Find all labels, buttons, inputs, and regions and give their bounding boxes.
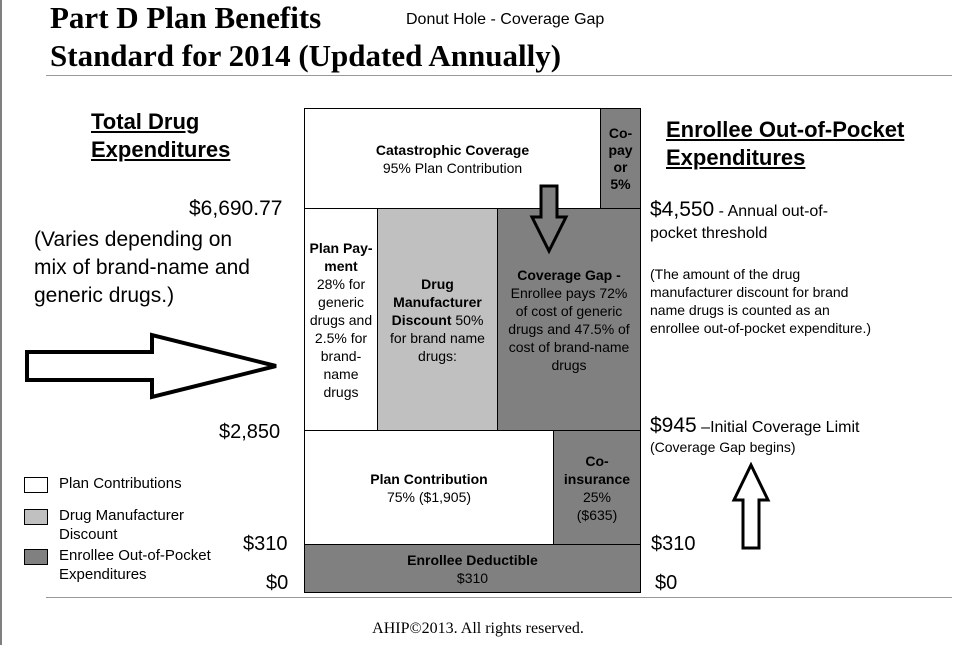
gap-line-4: drugs and 47.5% of (508, 320, 630, 337)
legend-item-oop: Enrollee Out-of-Pocket Expenditures (59, 546, 211, 584)
legend-item-discount: Drug Manufacturer Discount (59, 506, 184, 544)
planpay-line-6: 2.5% for (314, 329, 368, 346)
threshold-text-1: - Annual out-of- (714, 203, 829, 220)
plancontrib-title: Plan Contribution (370, 470, 488, 487)
deductible-sub: $310 (456, 569, 489, 586)
planpay-line-4: generic (318, 293, 364, 310)
left-amount-top: $6,690.77 (189, 197, 283, 220)
planpay-line-5: drugs and (309, 311, 373, 328)
catastrophic-sub: 95% Plan Contribution (382, 159, 523, 176)
copay-line-4: 5% (610, 175, 631, 192)
plancontrib-sub: 75% ($1,905) (386, 488, 472, 505)
top-divider (46, 75, 952, 76)
manufacturer-discount-block: Drug Manufacturer Discount 50% for brand… (377, 208, 498, 431)
title-line-1: Part D Plan Benefits (50, 0, 322, 35)
gap-line-1: Coverage Gap - (517, 266, 621, 283)
legend-item-oop-2: Expenditures (59, 566, 147, 583)
legend-item-plan: Plan Contributions (59, 475, 182, 492)
right-arrow-icon (25, 332, 277, 400)
left-amount-0: $0 (266, 572, 289, 594)
gap-line-6: drugs (551, 356, 587, 373)
planpay-line-7: brand- (320, 347, 362, 364)
right-amount-310: $310 (651, 533, 696, 555)
down-arrow-icon (529, 184, 569, 255)
mfr-line-2: Manufacturer (393, 293, 482, 310)
legend-item-oop-1: Enrollee Out-of-Pocket (59, 547, 211, 564)
right-heading-line-2: Expenditures (666, 145, 806, 170)
legend-item-discount-1: Drug Manufacturer (59, 507, 185, 524)
subtitle: Donut Hole - Coverage Gap (406, 11, 605, 28)
mfr-line-3-pct: 50% (451, 311, 484, 328)
left-amount-310: $310 (243, 533, 288, 555)
left-heading-line-2: Expenditures (91, 137, 231, 162)
coverage-gap-block: Coverage Gap - Enrollee pays 72% of cost… (497, 208, 641, 431)
discount-note-4: enrollee out-of-pocket expenditure.) (650, 320, 872, 336)
icl-line: $945 –Initial Coverage Limit (650, 414, 859, 438)
right-heading: Enrollee Out-of-Pocket Expenditures (666, 116, 904, 172)
bottom-divider (46, 597, 952, 598)
title-line-2: Standard for 2014 (Updated Annually) (50, 38, 562, 73)
copay-block: Co- pay or 5% (600, 108, 641, 209)
legend-swatch-discount (24, 509, 48, 525)
plan-payment-block: Plan Pay- ment 28% for generic drugs and… (304, 208, 378, 431)
mfr-line-4: for brand name (390, 329, 485, 346)
varies-line-3: generic drugs.) (34, 284, 175, 307)
plan-contribution-block: Plan Contribution 75% ($1,905) (304, 430, 554, 545)
copyright-footer: AHIP©2013. All rights reserved. (372, 620, 584, 637)
planpay-line-2: ment (324, 257, 358, 274)
copay-line-2: pay (608, 141, 633, 158)
right-heading-line-1: Enrollee Out-of-Pocket (666, 117, 905, 142)
varies-note: (Varies depending on mix of brand-name a… (34, 226, 250, 310)
left-heading: Total Drug Expenditures (91, 108, 230, 164)
varies-line-2: mix of brand-name and (34, 256, 250, 279)
varies-line-1: (Varies depending on (34, 228, 233, 251)
planpay-line-9: drugs (323, 383, 359, 400)
gap-line-2: Enrollee pays 72% (510, 284, 628, 301)
gap-line-3: of cost of generic (515, 302, 623, 319)
coins-line-4: ($635) (576, 506, 618, 523)
coinsurance-block: Co- insurance 25% ($635) (553, 430, 641, 545)
coins-line-2: insurance (563, 470, 631, 487)
copay-line-1: Co- (608, 124, 633, 141)
icl-text: –Initial Coverage Limit (696, 419, 860, 436)
deductible-title: Enrollee Deductible (407, 551, 538, 568)
threshold-amount: $4,550 (650, 198, 715, 221)
icl-sub: (Coverage Gap begins) (650, 439, 796, 455)
deductible-block: Enrollee Deductible $310 (304, 544, 641, 593)
discount-note-3: name drugs is counted as an (650, 302, 830, 318)
threshold-text-2: pocket threshold (650, 225, 768, 242)
discount-note: (The amount of the drug manufacturer dis… (650, 265, 871, 337)
coins-line-3: 25% (582, 488, 612, 505)
left-heading-line-1: Total Drug (91, 109, 200, 134)
planpay-line-8: name (323, 365, 359, 382)
catastrophic-title: Catastrophic Coverage (375, 141, 530, 158)
planpay-line-3: 28% for (316, 275, 366, 292)
mfr-line-5: drugs: (418, 347, 457, 364)
coins-line-1: Co- (585, 452, 609, 469)
gap-line-5: cost of brand-name (508, 338, 630, 355)
discount-note-2: manufacturer discount for brand (650, 284, 849, 300)
catastrophic-coverage-block: Catastrophic Coverage 95% Plan Contribut… (304, 108, 601, 209)
left-edge-rule (0, 0, 2, 645)
threshold-line: $4,550 - Annual out-of- (650, 198, 828, 222)
copay-line-3: or (613, 158, 628, 175)
icl-amount: $945 (650, 414, 697, 437)
planpay-line-1: Plan Pay- (309, 239, 373, 256)
mfr-line-3: Discount 50% (392, 311, 484, 329)
right-amount-0: $0 (655, 572, 678, 594)
legend-item-discount-2: Discount (59, 526, 118, 543)
up-arrow-icon (731, 462, 771, 550)
mfr-line-3-bold: Discount (391, 311, 452, 328)
left-amount-2850: $2,850 (219, 421, 281, 443)
legend-swatch-plan (24, 477, 48, 493)
mfr-line-1: Drug (421, 275, 454, 292)
discount-note-1: (The amount of the drug (650, 266, 801, 282)
legend-swatch-oop (24, 549, 48, 565)
